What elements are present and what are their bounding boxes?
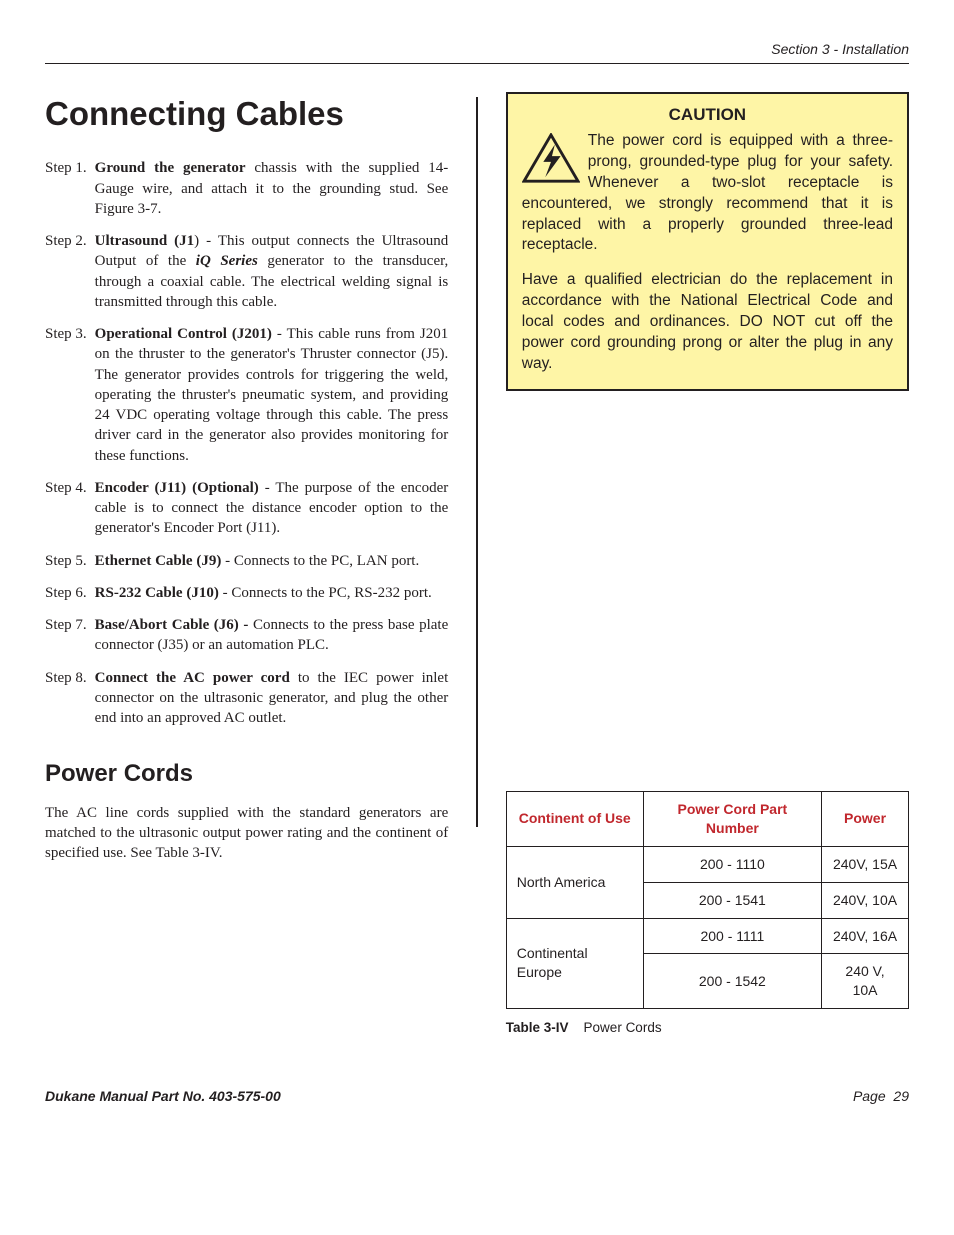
caution-box: CAUTION The power cord is equipped with … xyxy=(506,92,909,391)
step-item: Step 6.RS-232 Cable (J10) - Connects to … xyxy=(45,583,448,603)
step-text: Ethernet Cable (J9) - Connects to the PC… xyxy=(95,551,449,571)
table-header: Power Cord Part Number xyxy=(643,791,821,846)
table-header: Continent of Use xyxy=(506,791,643,846)
step-number: Step 7. xyxy=(45,615,95,656)
left-column: Connecting Cables Step 1.Ground the gene… xyxy=(45,92,448,1038)
table-caption: Table 3-IV Power Cords xyxy=(506,1019,909,1037)
table-caption-bold: Table 3-IV xyxy=(506,1020,569,1035)
caution-title: CAUTION xyxy=(522,104,893,127)
power-cords-intro: The AC line cords supplied with the stan… xyxy=(45,803,448,864)
table-cell: North America xyxy=(506,846,643,918)
step-text: Base/Abort Cable (J6) - Connects to the … xyxy=(95,615,449,656)
caution-paragraph-2: Have a qualified electrician do the repl… xyxy=(522,270,893,375)
step-item: Step 3.Operational Control (J201) - This… xyxy=(45,324,448,466)
step-number: Step 5. xyxy=(45,551,95,571)
step-item: Step 7.Base/Abort Cable (J6) - Connects … xyxy=(45,615,448,656)
steps-list: Step 1.Ground the generator chassis with… xyxy=(45,158,448,728)
table-cell: 200 - 1542 xyxy=(643,954,821,1009)
power-cords-heading: Power Cords xyxy=(45,758,448,790)
right-column: CAUTION The power cord is equipped with … xyxy=(506,92,909,1038)
two-column-layout: Connecting Cables Step 1.Ground the gene… xyxy=(45,92,909,1038)
table-cell: 240V, 10A xyxy=(822,882,909,918)
step-item: Step 1.Ground the generator chassis with… xyxy=(45,158,448,219)
table-cell: Continental Europe xyxy=(506,918,643,1009)
step-text: Ground the generator chassis with the su… xyxy=(95,158,449,219)
step-number: Step 6. xyxy=(45,583,95,603)
column-divider xyxy=(476,97,478,827)
section-label: Section 3 - Installation xyxy=(771,41,909,57)
step-number: Step 2. xyxy=(45,231,95,312)
step-number: Step 3. xyxy=(45,324,95,466)
electrical-hazard-icon xyxy=(522,133,580,185)
step-item: Step 8.Connect the AC power cord to the … xyxy=(45,668,448,729)
page-footer: Dukane Manual Part No. 403-575-00 Page 2… xyxy=(45,1087,909,1106)
table-header: Power xyxy=(822,791,909,846)
caution-paragraph-1: The power cord is equipped with a three-… xyxy=(522,131,893,257)
table-cell: 240 V, 10A xyxy=(822,954,909,1009)
table-row: Continental Europe200 - 1111240V, 16A xyxy=(506,918,908,954)
table-cell: 200 - 1541 xyxy=(643,882,821,918)
table-cell: 240V, 16A xyxy=(822,918,909,954)
table-cell: 240V, 15A xyxy=(822,846,909,882)
step-text: Connect the AC power cord to the IEC pow… xyxy=(95,668,449,729)
step-text: RS-232 Cable (J10) - Connects to the PC,… xyxy=(95,583,449,603)
step-text: Ultrasound (J1) - This output connects t… xyxy=(95,231,449,312)
step-text: Operational Control (J201) - This cable … xyxy=(95,324,449,466)
step-text: Encoder (J11) (Optional) - The purpose o… xyxy=(95,478,449,539)
page-header: Section 3 - Installation xyxy=(45,40,909,64)
page-title: Connecting Cables xyxy=(45,92,448,137)
table-cell: 200 - 1110 xyxy=(643,846,821,882)
power-cords-table: Continent of Use Power Cord Part Number … xyxy=(506,791,909,1009)
step-item: Step 5.Ethernet Cable (J9) - Connects to… xyxy=(45,551,448,571)
step-item: Step 4.Encoder (J11) (Optional) - The pu… xyxy=(45,478,448,539)
footer-page-number: Page 29 xyxy=(853,1087,909,1106)
table-cell: 200 - 1111 xyxy=(643,918,821,954)
step-item: Step 2.Ultrasound (J1) - This output con… xyxy=(45,231,448,312)
step-number: Step 8. xyxy=(45,668,95,729)
step-number: Step 4. xyxy=(45,478,95,539)
footer-manual-number: Dukane Manual Part No. 403-575-00 xyxy=(45,1087,281,1106)
table-row: North America200 - 1110240V, 15A xyxy=(506,846,908,882)
step-number: Step 1. xyxy=(45,158,95,219)
table-caption-text: Power Cords xyxy=(584,1020,662,1035)
